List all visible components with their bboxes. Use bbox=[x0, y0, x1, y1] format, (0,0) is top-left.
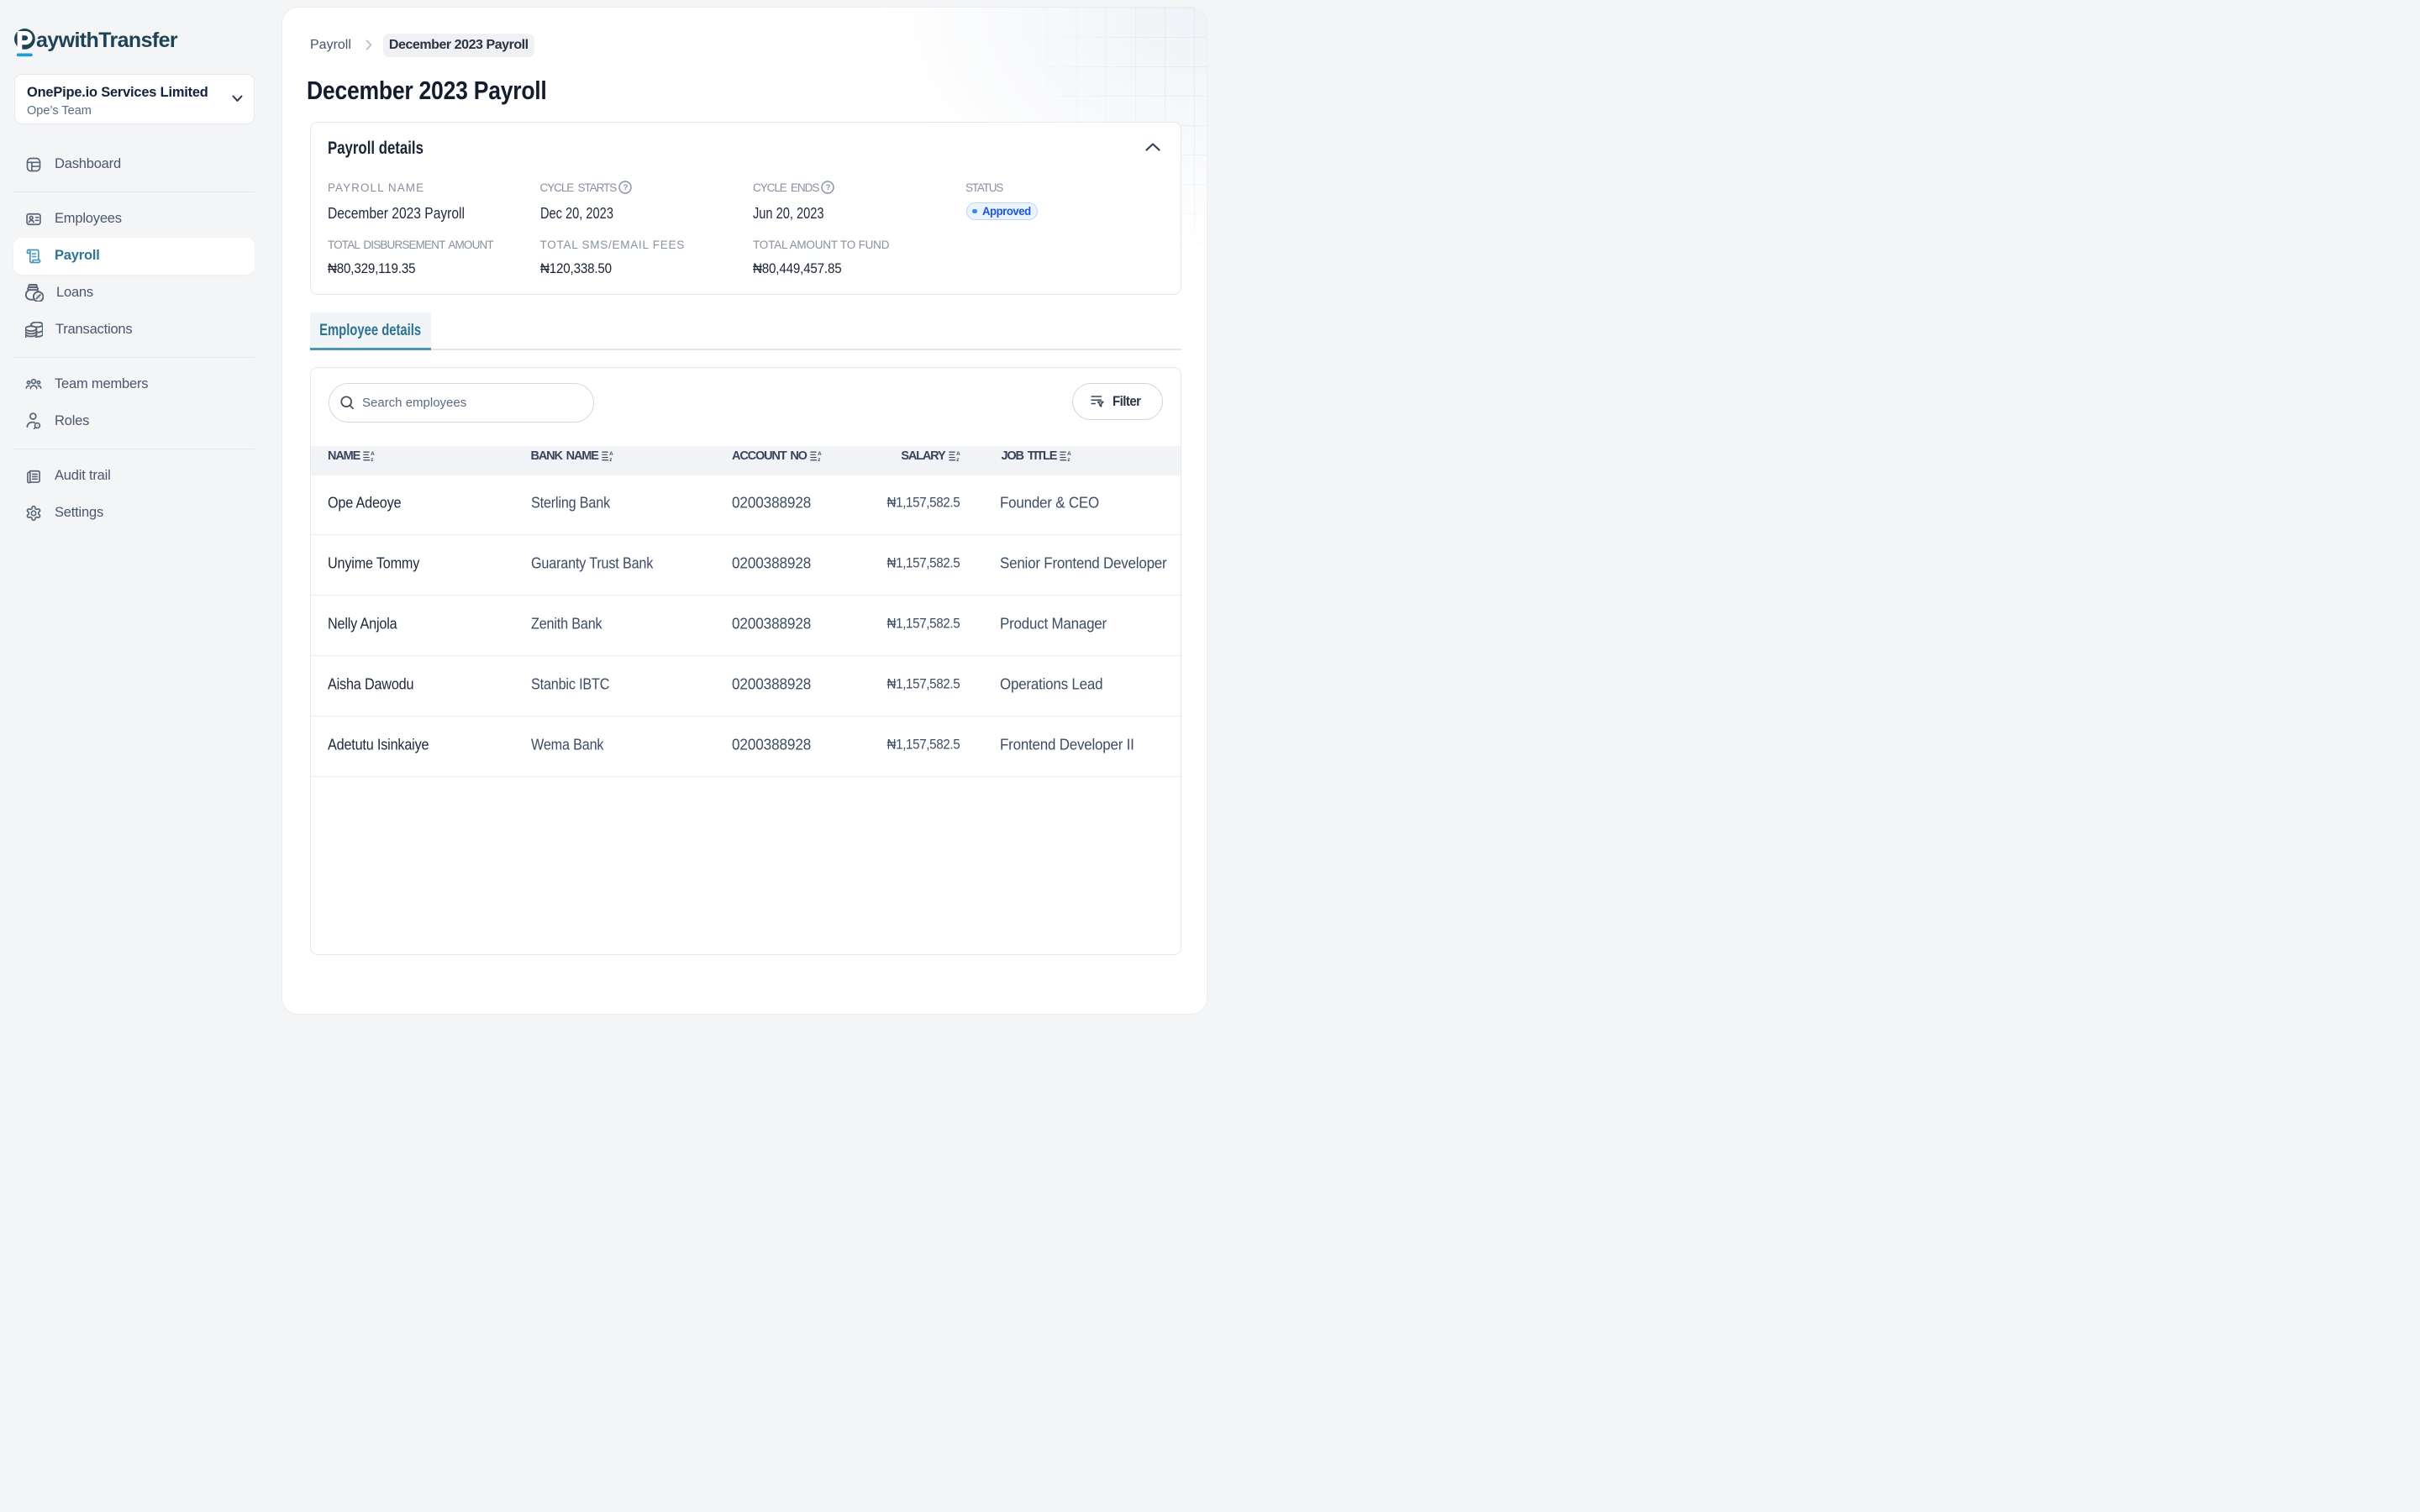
svg-text:A: A bbox=[371, 450, 375, 456]
svg-text:?: ? bbox=[826, 183, 831, 192]
svg-text:A: A bbox=[818, 450, 822, 456]
svg-text:z: z bbox=[818, 457, 820, 462]
svg-text:A: A bbox=[609, 450, 613, 456]
svg-text:z: z bbox=[956, 457, 959, 462]
svg-text:z: z bbox=[371, 457, 373, 462]
svg-text:z: z bbox=[609, 457, 612, 462]
svg-text:?: ? bbox=[623, 183, 629, 192]
svg-text:A: A bbox=[1067, 450, 1071, 456]
svg-text:A: A bbox=[956, 450, 960, 456]
svg-text:z: z bbox=[1068, 457, 1071, 462]
